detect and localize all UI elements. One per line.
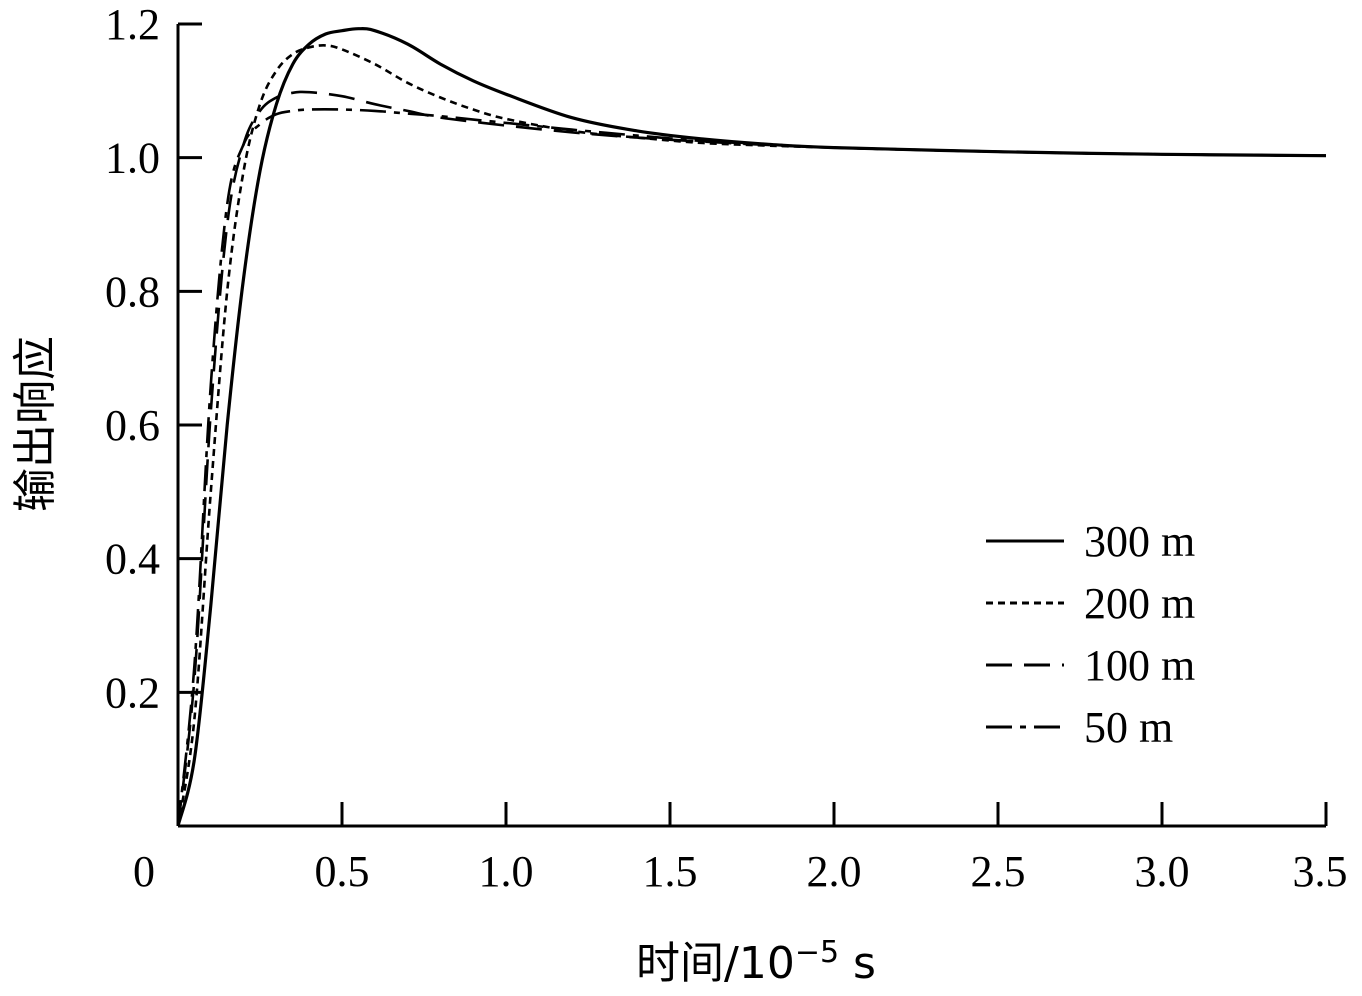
legend-label: 100 m [1084, 641, 1195, 690]
y-tick-label: 0.6 [105, 401, 160, 450]
x-tick-label: 2.0 [807, 847, 862, 896]
y-tick-label: 1.2 [105, 0, 160, 49]
x-tick-label: 1.5 [643, 847, 698, 896]
x-axis-title: 时间/10−5 s [636, 935, 876, 989]
y-tick-label: 0.8 [105, 267, 160, 316]
legend-label: 50 m [1084, 703, 1173, 752]
legend: 300 m 200 m 100 m 50 m [986, 517, 1195, 752]
y-tick-label: 0.2 [105, 668, 160, 717]
x-axis-title-prefix: 时间/10 [636, 938, 795, 989]
legend-label: 200 m [1084, 579, 1195, 628]
x-tick-label: 1.0 [479, 847, 534, 896]
axis-ticks: 0 0.5 1.0 1.5 2.0 2.5 3.0 3.5 0.2 0.4 0.6 0.8 1.0 1.2 [105, 0, 1348, 896]
x-axis-title-exponent: −5 [795, 935, 839, 970]
x-tick-label: 0 [133, 847, 155, 896]
x-tick-label: 3.0 [1135, 847, 1190, 896]
y-tick-label: 1.0 [105, 134, 160, 183]
series-lines [176, 27, 1327, 827]
series-line-50m [176, 108, 1327, 827]
x-axis-title-unit: s [839, 938, 876, 989]
series-line-100m [176, 90, 1327, 827]
x-tick-label: 0.5 [315, 847, 370, 896]
x-tick-label: 3.5 [1293, 847, 1348, 896]
y-axis-title: 输出响应 [10, 336, 61, 512]
x-tick-label: 2.5 [971, 847, 1026, 896]
legend-label: 300 m [1084, 517, 1195, 566]
y-tick-label: 0.4 [105, 535, 160, 584]
